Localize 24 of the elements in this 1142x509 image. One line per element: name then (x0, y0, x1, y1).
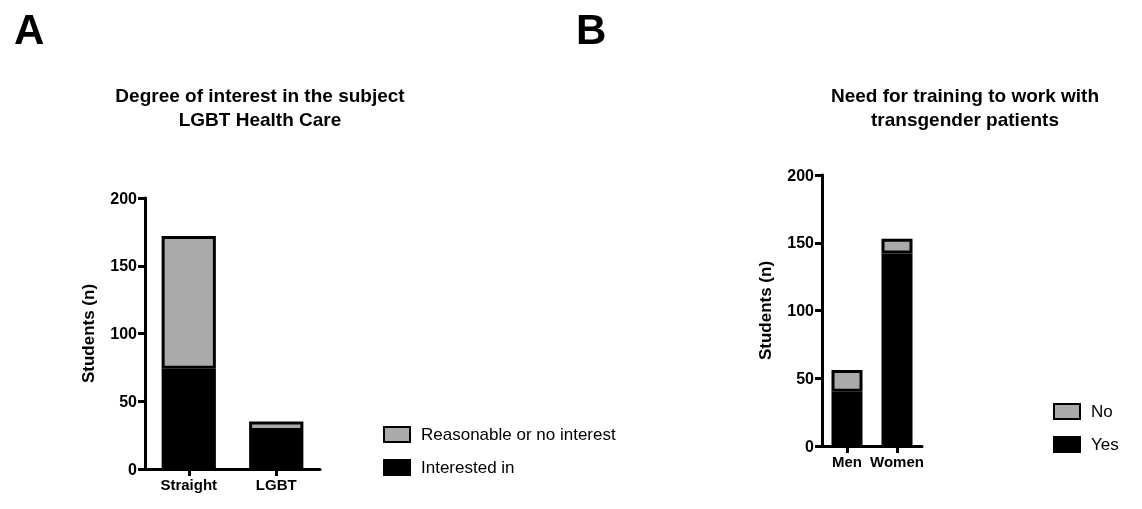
legend-label: Reasonable or no interest (421, 425, 616, 444)
legend-label: Interested in (421, 458, 515, 477)
text: B (576, 5, 607, 53)
legend-label: Yes (1091, 435, 1119, 454)
y-tick-label: 150 (110, 257, 138, 275)
y-tick-label: 0 (128, 460, 138, 478)
chart-title: Degree of interest in the subject LGBT Health Care (115, 84, 406, 130)
y-tick-label: 200 (787, 166, 815, 184)
y-tick-label: 50 (796, 369, 815, 387)
y-axis-title: Students (n) (756, 260, 775, 361)
text: A (14, 5, 45, 53)
x-tick-label: LGBT (255, 476, 297, 493)
x-tick-label: Women (870, 453, 924, 470)
legend-label: No (1091, 402, 1113, 421)
y-tick-label: 50 (119, 392, 138, 410)
y-tick-label: 100 (110, 325, 138, 342)
y-axis-title: Students (n) (79, 283, 98, 384)
text: Need for training to work with transgender patients (830, 84, 1100, 130)
y-tick-label: 200 (110, 189, 138, 207)
x-tick-label: Straight (160, 476, 218, 493)
y-tick-label: 150 (787, 234, 815, 252)
y-tick-label: 100 (787, 302, 815, 319)
y-tick-label: 0 (805, 437, 815, 455)
x-tick-label: Men (832, 453, 862, 470)
